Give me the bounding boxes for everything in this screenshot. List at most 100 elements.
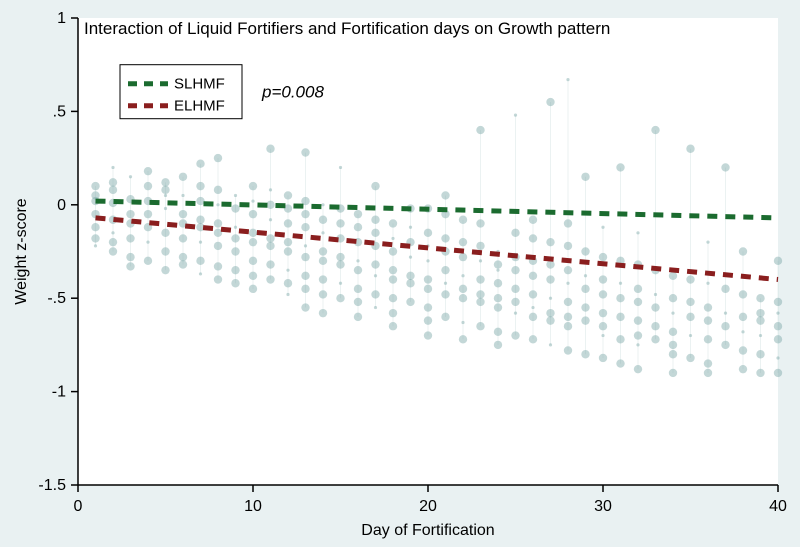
scatter-point xyxy=(686,354,694,362)
scatter-point xyxy=(249,285,257,293)
scatter-point xyxy=(616,335,624,343)
scatter-point xyxy=(599,309,607,317)
scatter-point xyxy=(129,175,132,178)
scatter-point xyxy=(476,322,484,330)
scatter-point xyxy=(496,269,499,272)
scatter-point xyxy=(374,274,377,277)
legend-label: ELHMF xyxy=(174,98,225,115)
scatter-point xyxy=(249,238,257,246)
scatter-point xyxy=(109,178,117,186)
scatter-point xyxy=(266,242,274,250)
scatter-point xyxy=(161,178,169,186)
scatter-point xyxy=(214,262,222,270)
scatter-point xyxy=(389,219,397,227)
scatter-point xyxy=(144,257,152,265)
scatter-point xyxy=(669,294,677,302)
scatter-point xyxy=(581,316,589,324)
scatter-point xyxy=(91,234,99,242)
scatter-point xyxy=(179,210,187,218)
scatter-point xyxy=(354,298,362,306)
scatter-point xyxy=(529,290,537,298)
scatter-point xyxy=(479,259,482,262)
scatter-point xyxy=(739,346,747,354)
scatter-point xyxy=(636,231,639,234)
scatter-point xyxy=(319,309,327,317)
scatter-point xyxy=(774,369,782,377)
scatter-point xyxy=(319,247,327,255)
scatter-point xyxy=(476,298,484,306)
scatter-point xyxy=(301,253,309,261)
scatter-point xyxy=(339,282,342,285)
scatter-point xyxy=(389,266,397,274)
scatter-point xyxy=(301,303,309,311)
scatter-point xyxy=(616,313,624,321)
scatter-point xyxy=(354,266,362,274)
x-tick-label: 10 xyxy=(244,498,262,515)
scatter-point xyxy=(356,259,359,262)
scatter-point xyxy=(564,313,572,321)
scatter-point xyxy=(251,199,254,202)
scatter-point xyxy=(424,229,432,237)
scatter-point xyxy=(686,275,694,283)
scatter-point xyxy=(721,163,729,171)
p-value: p=0.008 xyxy=(261,83,324,102)
chart-container: 010203040Day of Fortification-1.5-1-.50.… xyxy=(0,0,800,547)
scatter-point xyxy=(406,298,414,306)
scatter-point xyxy=(774,257,782,265)
scatter-point xyxy=(371,182,379,190)
scatter-point xyxy=(564,298,572,306)
scatter-point xyxy=(756,316,764,324)
scatter-point xyxy=(776,356,779,359)
scatter-point xyxy=(776,312,779,315)
scatter-point xyxy=(601,226,604,229)
scatter-point xyxy=(581,303,589,311)
scatter-point xyxy=(231,234,239,242)
scatter-point xyxy=(284,279,292,287)
scatter-point xyxy=(409,226,412,229)
scatter-point xyxy=(249,182,257,190)
scatter-point xyxy=(301,148,309,156)
scatter-point xyxy=(476,242,484,250)
scatter-point xyxy=(706,282,709,285)
scatter-point xyxy=(564,219,572,227)
scatter-point xyxy=(321,231,324,234)
scatter-point xyxy=(144,182,152,190)
scatter-point xyxy=(584,274,587,277)
y-tick-label: -1.5 xyxy=(38,477,66,494)
scatter-point xyxy=(669,350,677,358)
scatter-point xyxy=(706,241,709,244)
scatter-point xyxy=(511,331,519,339)
scatter-point xyxy=(144,167,152,175)
scatter-point xyxy=(231,266,239,274)
scatter-point xyxy=(389,309,397,317)
scatter-point xyxy=(336,260,344,268)
scatter-point xyxy=(214,242,222,250)
scatter-point xyxy=(721,322,729,330)
scatter-point xyxy=(511,229,519,237)
scatter-point xyxy=(371,216,379,224)
scatter-point xyxy=(494,328,502,336)
scatter-point xyxy=(179,253,187,261)
scatter-point xyxy=(721,285,729,293)
scatter-point xyxy=(266,234,274,242)
scatter-point xyxy=(389,247,397,255)
y-tick-label: -.5 xyxy=(47,290,66,307)
scatter-point xyxy=(511,285,519,293)
scatter-point xyxy=(599,275,607,283)
scatter-point xyxy=(321,203,324,206)
scatter-point xyxy=(354,210,362,218)
scatter-point xyxy=(336,294,344,302)
scatter-point xyxy=(161,266,169,274)
scatter-point xyxy=(549,343,552,346)
scatter-point xyxy=(391,237,394,240)
scatter-point xyxy=(774,298,782,306)
scatter-point xyxy=(704,335,712,343)
x-tick-label: 20 xyxy=(419,498,437,515)
scatter-point xyxy=(669,328,677,336)
y-tick-label: 1 xyxy=(57,10,66,27)
scatter-point xyxy=(616,163,624,171)
scatter-point xyxy=(389,322,397,330)
scatter-point xyxy=(231,247,239,255)
scatter-point xyxy=(214,154,222,162)
scatter-point xyxy=(546,275,554,283)
